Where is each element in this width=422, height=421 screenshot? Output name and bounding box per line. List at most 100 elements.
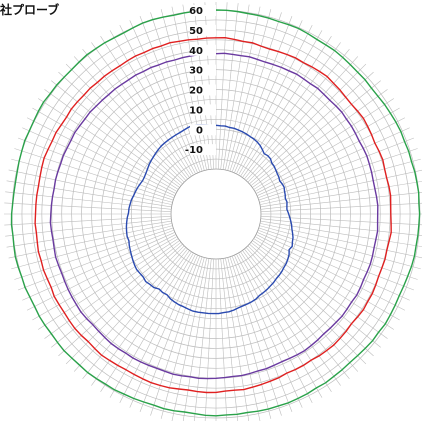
radial-tick-label: 40 <box>189 46 203 57</box>
grid-spoke <box>91 250 190 386</box>
grid-spoke <box>254 236 400 321</box>
radial-tick-label: 10 <box>189 105 203 116</box>
grid-spoke <box>160 257 205 419</box>
grid-spoke <box>204 258 214 421</box>
grid-spoke <box>249 243 374 357</box>
grid-spoke <box>238 30 323 176</box>
grid-spoke <box>4 202 172 212</box>
tick-label-bg <box>190 104 216 116</box>
grid-spoke <box>257 137 415 199</box>
grid-spoke <box>38 98 179 190</box>
grid-spoke <box>253 238 394 330</box>
grid-spoke <box>119 24 196 175</box>
radial-tick-label: 30 <box>189 66 203 77</box>
grid-spoke <box>227 9 272 171</box>
grid-spoke <box>82 248 188 379</box>
tick-label-bg <box>190 84 216 96</box>
grid-spoke <box>100 36 192 177</box>
radial-tick-label: -10 <box>185 145 203 156</box>
grid-spoke <box>225 6 261 171</box>
grid-spoke <box>51 80 182 186</box>
grid-spoke <box>236 24 313 175</box>
grid-spoke <box>225 257 261 421</box>
grid-spoke <box>171 257 207 421</box>
grid-spoke <box>245 247 359 372</box>
grid-spoke <box>260 181 422 208</box>
radial-tick-labels: 60 50 40 30 20 10 0 -10 <box>185 5 216 156</box>
tick-label-bg <box>190 144 216 156</box>
grid-spoke <box>65 245 185 365</box>
grid-spoke <box>193 258 212 421</box>
grid-spoke <box>229 12 282 172</box>
grid-spoke <box>231 255 293 413</box>
grid-spoke <box>258 148 418 201</box>
grid-spoke <box>14 148 174 201</box>
grid-spoke <box>119 253 196 404</box>
tick-label-bg <box>190 5 216 16</box>
radial-tick-label: 60 <box>189 6 203 17</box>
grid-spoke <box>73 247 187 372</box>
grid-spoke <box>247 63 367 183</box>
grid-spoke <box>5 218 172 237</box>
grid-spoke <box>73 56 187 181</box>
grid-spoke <box>250 80 381 186</box>
grid-spoke <box>17 137 175 199</box>
grid-spoke <box>245 56 359 181</box>
grid-spoke <box>139 15 201 173</box>
polar-grid <box>4 2 422 421</box>
grid-spoke <box>150 256 203 416</box>
grid-spoke <box>244 49 350 180</box>
grid-spoke <box>222 4 250 170</box>
grid-spoke <box>252 89 388 188</box>
grid-spoke <box>256 232 410 301</box>
grid-spoke <box>17 229 175 291</box>
grid-spoke <box>5 191 172 210</box>
grid-spoke <box>139 255 201 413</box>
grid-spoke <box>259 158 421 203</box>
grid-spoke <box>129 254 198 408</box>
grid-spoke <box>38 238 179 330</box>
chart-title: 社プローブ <box>0 3 60 17</box>
grid-spoke <box>6 220 172 248</box>
inner-ring <box>170 168 262 260</box>
grid-spoke <box>58 71 183 185</box>
grid-spoke <box>234 254 303 408</box>
tick-label-bg <box>190 44 216 56</box>
tick-label-bg <box>190 64 216 76</box>
grid-spoke <box>258 227 418 280</box>
tick-label-bg <box>190 124 216 136</box>
grid-spoke <box>238 252 323 398</box>
grid-spoke <box>259 169 422 205</box>
radial-tick-label: 0 <box>196 125 203 136</box>
grid-spoke <box>220 258 239 421</box>
grid-spoke <box>109 30 194 176</box>
grid-spoke <box>22 232 176 301</box>
grid-spoke <box>32 107 178 192</box>
grid-spoke <box>182 258 210 421</box>
series-line-3 <box>49 52 379 380</box>
grid-spoke <box>58 243 183 357</box>
grid-spoke <box>6 180 172 208</box>
grid-spoke <box>252 240 388 339</box>
grid-spoke <box>44 240 180 339</box>
grid-spoke <box>11 225 173 270</box>
grid-spoke <box>250 242 381 348</box>
grid-spoke <box>259 225 421 270</box>
grid-spoke <box>240 251 332 392</box>
grid-spoke <box>236 253 313 404</box>
grid-spoke <box>244 248 350 379</box>
grid-spoke <box>14 227 174 280</box>
grid-spoke <box>218 2 228 170</box>
grid-spoke <box>255 234 406 311</box>
grid-spoke <box>249 71 374 185</box>
grid-spoke <box>22 127 176 196</box>
series-line-1 <box>10 9 421 417</box>
grid-spoke <box>32 236 178 321</box>
grid-spoke <box>51 242 182 348</box>
grid-spoke <box>247 245 367 365</box>
series-line-2 <box>34 37 392 394</box>
grid-spoke <box>259 223 422 259</box>
series-layer <box>10 9 421 417</box>
grid-spoke <box>242 42 341 178</box>
